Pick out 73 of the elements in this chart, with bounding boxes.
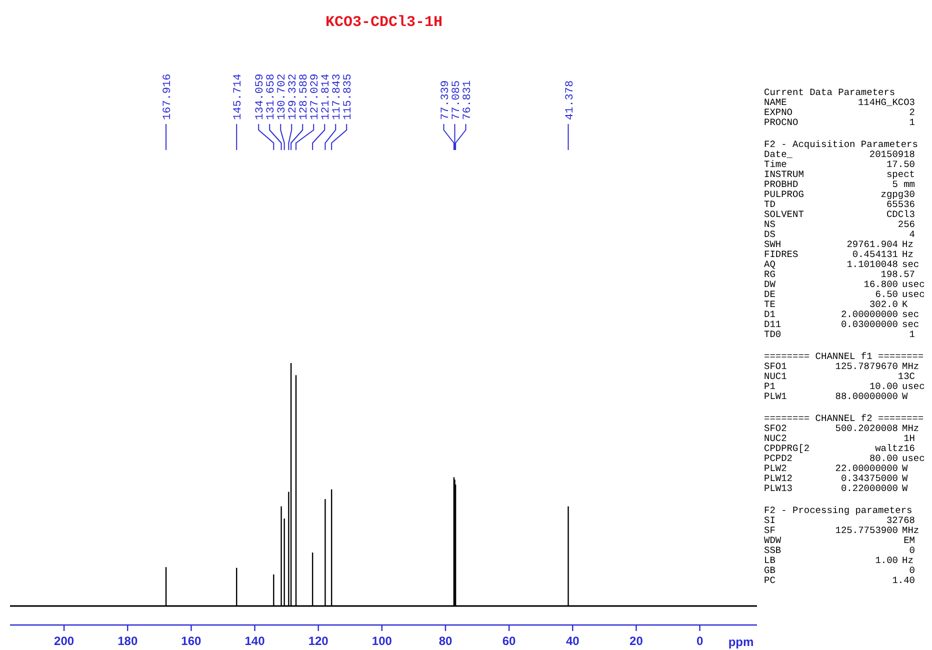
text: NAME 114HG_KCO3 (764, 97, 915, 108)
annotation: 77.339 (440, 80, 452, 120)
text: LB 1.00 Hz (764, 555, 914, 566)
text: DW 16.800 usec (764, 279, 925, 290)
chart-title: KCO3-CDCl3-1H (325, 14, 443, 31)
text: PCPD2 80.00 usec (764, 453, 925, 464)
text: Date_ 20150918 (764, 149, 915, 160)
text: NUC1 13C (764, 371, 915, 382)
text: F2 - Processing parameters (764, 505, 912, 516)
annotation: 128.588 (298, 74, 311, 120)
text: AQ 1.1010048 sec (764, 259, 920, 270)
text: WDW EM (764, 535, 915, 546)
text: TE 302.0 K (764, 299, 908, 310)
x-tick-label: 0 (696, 634, 704, 648)
x-tick-label: 60 (502, 634, 516, 648)
text: PULPROG zgpg30 (764, 189, 915, 200)
text: PLW12 0.34375000 W (764, 473, 908, 484)
text: ======== CHANNEL f2 ======== (764, 413, 924, 424)
annotation: 41.378 (564, 80, 576, 120)
x-axis-title: ppm (728, 635, 754, 649)
x-tick-label: 120 (308, 634, 329, 648)
text: Time 17.50 (764, 159, 915, 170)
x-tick-label: 140 (244, 634, 266, 648)
annotation: 121.814 (320, 73, 333, 120)
text: PLW2 22.00000000 W (764, 463, 908, 474)
text: TD 65536 (764, 199, 915, 210)
text: NUC2 1H (764, 433, 915, 444)
annotation: 117.843 (332, 74, 344, 120)
annotation: 76.831 (462, 80, 474, 120)
text: SI 32768 (764, 515, 915, 526)
text: D1 2.00000000 sec (764, 309, 920, 320)
text: TD0 1 (764, 329, 915, 340)
annotation: 129.332 (288, 74, 300, 120)
text: PLW1 88.00000000 W (764, 391, 908, 402)
text: RG 198.57 (764, 269, 915, 280)
text: PROBHD 5 mm (764, 179, 915, 190)
x-tick-label: 80 (438, 634, 452, 648)
x-tick-label: 40 (566, 634, 580, 648)
text: PROCNO 1 (764, 117, 915, 128)
text: SF 125.7753900 MHz (764, 525, 920, 536)
text: SFO2 500.2020008 MHz (764, 423, 920, 434)
text: SWH 29761.904 Hz (764, 239, 914, 250)
text: DE 6.50 usec (764, 289, 925, 300)
x-tick-label: 200 (54, 634, 74, 648)
annotation: 131.658 (266, 74, 278, 120)
text: SFO1 125.7879670 MHz (764, 361, 920, 372)
x-tick-label: 160 (181, 634, 202, 648)
text: Current Data Parameters (764, 87, 896, 98)
annotation: 134.059 (254, 74, 267, 120)
text: FIDRES 0.454131 Hz (764, 249, 914, 260)
text: SSB 0 (764, 545, 915, 556)
text: GB 0 (764, 565, 915, 576)
annotation: 130.702 (276, 74, 289, 120)
text: D11 0.03000000 sec (764, 319, 920, 330)
x-tick-label: 180 (118, 634, 138, 648)
annotation: 167.916 (162, 74, 174, 120)
x-tick-label: 100 (372, 634, 392, 648)
text: PLW13 0.22000000 W (764, 483, 908, 494)
text: ======== CHANNEL f1 ======== (764, 351, 924, 362)
text: CPDPRG[2 waltz16 (764, 443, 915, 454)
text: INSTRUM spect (764, 169, 915, 180)
annotation: 77.085 (450, 80, 463, 120)
text: SOLVENT CDCl3 (764, 209, 915, 220)
x-tick-label: 20 (630, 634, 644, 648)
annotation: 145.714 (232, 73, 245, 120)
text: DS 4 (764, 229, 915, 240)
annotation: 115.835 (342, 74, 355, 120)
text: NS 256 (764, 219, 915, 230)
text: P1 10.00 usec (764, 381, 925, 392)
text: EXPNO 2 (764, 107, 915, 118)
text: F2 - Acquisition Parameters (764, 139, 918, 150)
text: PC 1.40 (764, 575, 915, 586)
annotation: 127.029 (310, 74, 322, 120)
